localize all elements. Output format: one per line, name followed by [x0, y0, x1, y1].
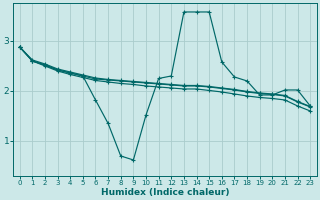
- X-axis label: Humidex (Indice chaleur): Humidex (Indice chaleur): [101, 188, 229, 197]
